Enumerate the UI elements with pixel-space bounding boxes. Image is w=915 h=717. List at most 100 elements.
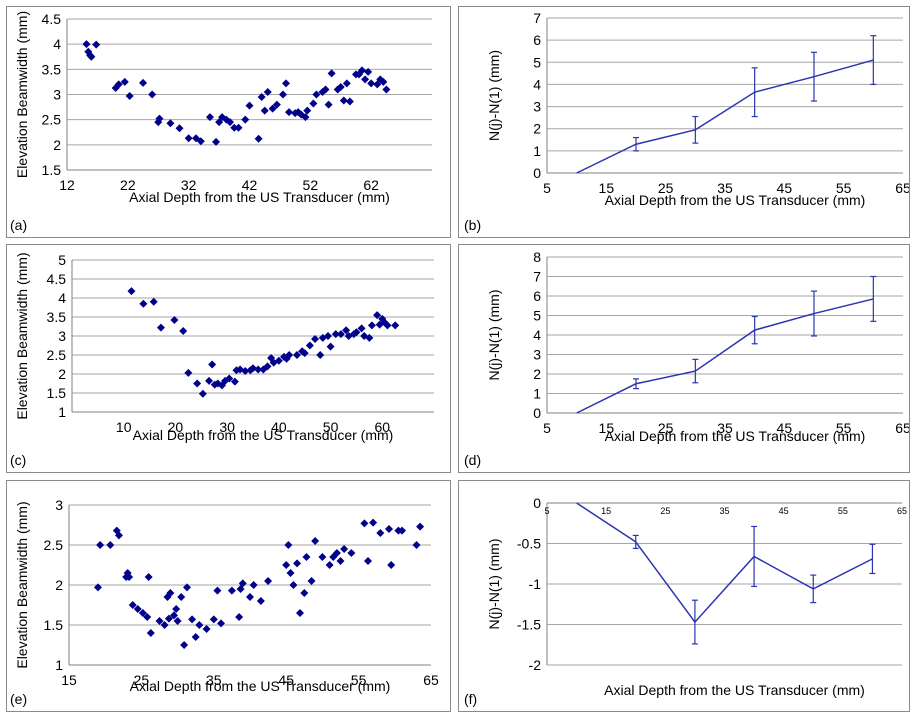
chart-e-point [385,525,394,533]
chart-f-svg: -2 -1.5 -1 -0.5 0 5 15 25 35 45 55 65 Axial Depth fr… [486,495,907,698]
chart-a-ytick-label: 1.5 [42,162,62,178]
chart-e-point [213,586,222,595]
chart-c-point [225,374,234,383]
chart-e-point [340,545,349,553]
chart-c-point [254,365,263,374]
chart-c-point [274,356,283,365]
chart-e-point [286,569,295,577]
chart-d-xtick-label: 65 [895,420,909,436]
chart-c-point [373,311,382,320]
chart-e-point [173,617,182,625]
chart-c-point [298,347,307,356]
chart-c-point [249,364,257,373]
chart-c-xtick-label: 40 [271,419,287,435]
chart-b-xtick-label: 55 [836,180,852,196]
panel-c-label: (c) [10,452,27,468]
chart-c-point [323,332,332,340]
chart-c-ytick-label: 1 [58,404,66,420]
chart-a-xlabel: Axial Depth from the US Transducer (mm) [129,189,390,205]
chart-f-xtick-label: 35 [719,506,729,516]
chart-a-point [324,100,333,109]
chart-a-point [184,134,193,143]
chart-e-xtick-label: 45 [278,672,294,688]
chart-c-ytick-label: 4.5 [47,271,67,287]
chart-e-ytick-label: 1 [55,657,63,673]
chart-c-point [380,318,389,327]
chart-e-point [238,579,247,588]
chart-c-point [263,362,272,371]
chart-c-point [342,326,351,335]
panel-a-label: (a) [10,217,28,233]
chart-a-point [257,93,266,102]
chart-b-ytick-label: 3 [533,99,541,115]
chart-c-ytick-label: 4 [58,290,66,306]
chart-f-xtick-label: 5 [544,506,549,516]
chart-a-ytick-label: 4.5 [42,11,62,27]
chart-c-xlabel: Axial Depth from the US Transducer (mm) [133,427,394,443]
chart-c-point [365,333,374,342]
chart-e-point [183,583,192,592]
chart-f-series-line [576,502,873,624]
chart-b-xtick-label: 15 [599,180,615,196]
chart-a-point [301,113,310,122]
chart-d-ytick-label: 0 [533,405,541,421]
chart-c-point [139,299,148,308]
chart-a-point [241,115,250,124]
chart-a-point [339,96,348,105]
chart-e-point [256,597,265,605]
chart-c-point [357,324,366,333]
chart-e-point [307,577,316,585]
chart-a-point [278,90,287,99]
chart-e-point [295,609,304,617]
chart-c-point [282,354,291,363]
chart-c-point [311,335,320,344]
chart-e-point [164,614,173,623]
chart-d-xtick-label: 45 [777,420,793,436]
chart-e-point [144,573,153,581]
chart-a-point [234,123,243,132]
chart-e-point [369,518,378,527]
chart-e-point [318,553,327,561]
chart-e-ytick-label: 1.5 [44,617,64,633]
chart-a-ytick-label: 4 [53,36,61,52]
chart-d-ytick-label: 6 [533,288,541,304]
chart-e-xtick-label: 25 [134,672,150,688]
chart-e-xtick-label: 55 [351,672,367,688]
chart-d-xtick-label: 15 [599,420,615,436]
chart-b-xtick-label: 5 [543,180,551,196]
chart-a-point [268,104,277,113]
chart-b-xtick-label: 25 [658,180,674,196]
chart-e-point [96,541,105,549]
chart-d-ylabel: N(j)-N(1) (mm) [486,290,502,381]
chart-c-point [391,321,400,330]
chart-c-ytick-label: 1.5 [47,385,67,401]
chart-b-ylabel: N(j)-N(1) (mm) [486,50,502,141]
chart-e-point [300,589,309,597]
chart-f-xtick-label: 15 [601,506,611,516]
chart-f-xtick-label: 25 [660,506,670,516]
chart-a-point [196,137,205,146]
chart-a-point [125,92,134,101]
chart-a-point [139,78,148,87]
chart-c-point [149,297,158,306]
chart-d-ytick-label: 8 [533,249,541,265]
panel-d-label: (d) [464,452,482,468]
chart-e-point [114,531,123,540]
chart-c-point [193,379,202,388]
chart-e-point [146,629,155,637]
chart-e-point [416,522,425,531]
chart-c-point [300,349,309,358]
chart-b-ytick-label: 7 [533,10,541,26]
chart-a-point [342,79,351,88]
chart-e-point [160,621,169,629]
chart-a-point [345,97,354,106]
chart-a-point [364,67,373,76]
chart-f-xtick-label: 45 [779,506,789,516]
chart-d-ytick-label: 2 [533,366,541,382]
chart-a-point [358,66,367,75]
chart-d-series-line [576,298,874,414]
chart-e-point [177,593,186,601]
panel-b: 0 1 2 3 4 5 6 7 5 15 25 35 45 55 65 Axial Depth from th… [458,6,910,238]
chart-a-point [321,85,330,94]
